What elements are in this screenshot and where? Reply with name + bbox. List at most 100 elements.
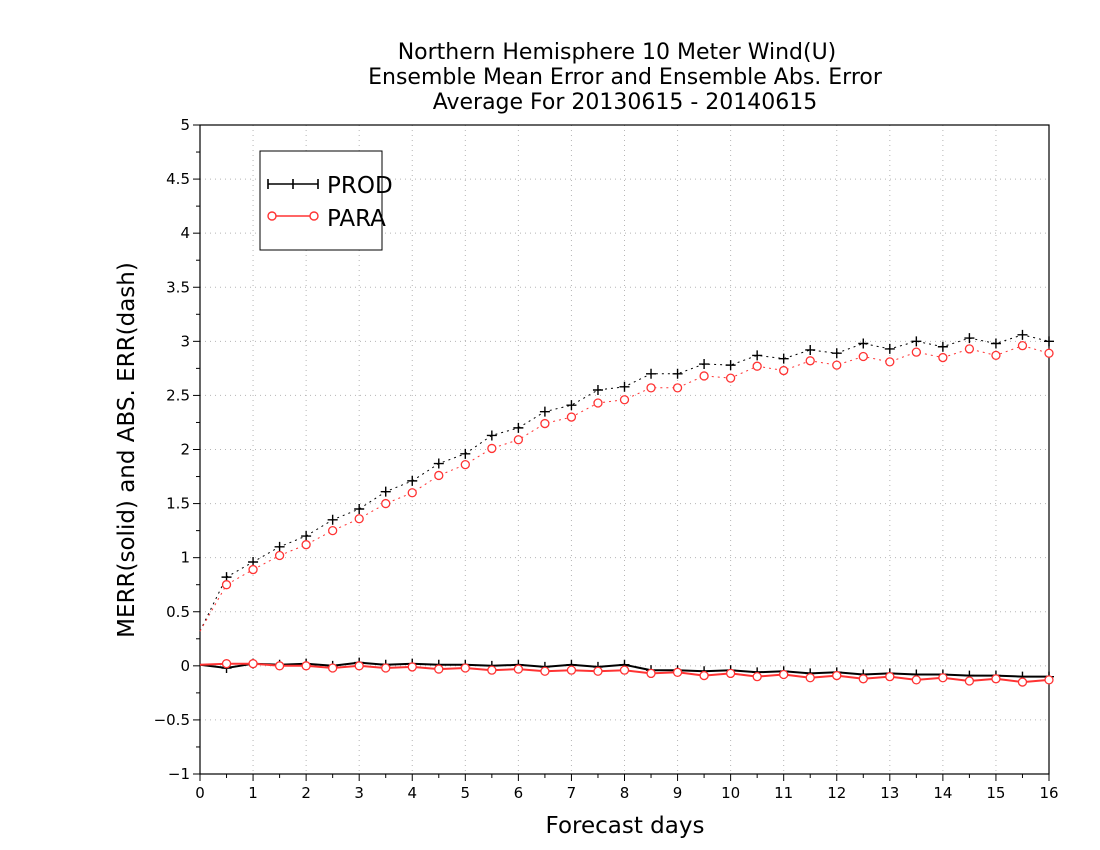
data-point-para-abs-err [301,540,311,550]
data-point-para-abs-err [752,361,762,371]
data-point-prod-abs-err [539,406,550,417]
data-point-prod-abs-err [407,475,418,486]
data-point-para-abs-err [832,360,842,370]
data-point-prod-abs-err [433,458,444,469]
data-point-prod-abs-err [274,541,285,552]
data-point-prod-abs-err [725,360,736,371]
data-point-para-abs-err [354,514,364,524]
data-point-para-abs-err [725,373,736,383]
data-point-para-merr [328,663,338,673]
data-point-para-merr [513,664,524,674]
legend-label-prod: PROD [327,173,393,199]
legend-item-para: PARA [267,206,386,232]
data-point-prod-abs-err [699,359,710,370]
data-point-prod-abs-err [1044,336,1054,347]
series-para-abs-err [199,341,1054,632]
data-point-para-merr [619,665,630,675]
data-point-para-abs-err [407,488,417,498]
y-tick-label: 1.5 [166,495,190,513]
data-point-para-merr [779,669,789,680]
x-tick-label: 6 [514,784,524,802]
data-point-prod-abs-err [911,336,922,347]
y-tick-label: 4 [180,224,190,242]
data-point-para-merr [460,663,470,673]
data-point-prod-abs-err [486,430,497,441]
data-point-prod-abs-err [884,343,895,354]
x-axis-label: Forecast days [546,813,705,839]
data-point-para-merr [566,665,577,675]
data-point-para-merr [699,670,709,681]
data-point-para-abs-err [434,470,444,481]
y-tick-label: 3.5 [166,278,190,296]
data-point-prod-abs-err [646,368,657,379]
legend-label-para: PARA [327,206,386,232]
series-line-prod-abs-err [199,334,1050,632]
data-point-para-merr [381,663,391,673]
x-tick-label: 3 [354,784,364,802]
y-tick-label: 0.5 [166,603,190,621]
x-tick-label: 7 [567,784,577,802]
axis-ticks: 0 1 2 3 4 5 6 7 8 9 10 11 12 13 14 15 16−1−0.500.511.522… [154,116,1059,802]
y-tick-label: 2 [180,441,190,459]
data-point-prod-abs-err [964,333,975,344]
data-point-para-abs-err [593,398,603,408]
chart-title-line-1: Northern Hemisphere 10 Meter Wind(U) [398,40,837,65]
x-tick-label: 12 [827,784,846,802]
data-point-para-abs-err [221,580,232,590]
x-tick-label: 16 [1039,784,1058,802]
data-point-prod-abs-err [752,350,763,361]
data-point-para-abs-err [619,395,630,405]
data-point-para-abs-err [858,351,868,362]
y-tick-label: 1 [180,549,190,567]
data-point-prod-abs-err [513,422,524,433]
data-point-prod-abs-err [566,400,577,411]
y-tick-label: 0 [180,657,190,675]
chart-title-line-3: Average For 20130615 - 20140615 [433,90,818,115]
data-point-para-abs-err [274,550,285,561]
x-tick-label: 0 [195,784,205,802]
data-point-para-abs-err [248,564,258,575]
data-point-para-merr [407,662,417,672]
data-point-para-merr [248,659,258,669]
x-tick-label: 13 [880,784,899,802]
y-tick-label: −1 [168,765,190,783]
data-point-para-merr [964,676,975,686]
data-point-para-merr [991,674,1001,684]
data-point-para-abs-err [328,525,338,536]
data-point-para-abs-err [672,383,683,393]
data-point-para-abs-err [513,435,524,445]
data-point-prod-abs-err [354,503,365,514]
data-point-para-abs-err [540,418,550,429]
data-point-prod-abs-err [831,348,842,359]
data-point-prod-abs-err [592,385,603,396]
y-axis-label: MERR(solid) and ABS. ERR(dash) [114,262,140,638]
data-point-para-merr [1017,677,1028,687]
data-point-prod-abs-err [990,338,1001,349]
data-point-para-merr [725,668,736,679]
legend: PROD PARA [259,150,393,251]
data-point-prod-abs-err [301,531,312,542]
data-point-para-abs-err [779,365,789,376]
legend-item-prod: PROD [267,173,393,199]
series-para-merr [199,659,1054,687]
data-point-para-abs-err [938,352,948,363]
data-point-prod-abs-err [380,486,391,497]
data-point-para-merr [487,665,497,675]
data-point-para-abs-err [911,347,921,357]
data-point-para-merr [672,667,683,677]
legend-marker-plus [267,179,319,189]
data-point-para-abs-err [964,344,975,354]
data-point-prod-abs-err [778,353,789,364]
data-point-para-merr [434,664,444,674]
legend-box [259,150,383,251]
data-point-prod-abs-err [858,338,869,349]
data-point-para-merr [911,675,921,685]
data-point-para-abs-err [566,412,577,422]
data-point-para-abs-err [1044,348,1054,358]
x-tick-label: 5 [461,784,471,802]
data-point-para-abs-err [805,356,815,366]
data-point-para-merr [858,674,868,684]
chart-title: Northern Hemisphere 10 Meter Wind(U) Ens… [368,40,883,115]
data-point-prod-abs-err [805,344,816,355]
